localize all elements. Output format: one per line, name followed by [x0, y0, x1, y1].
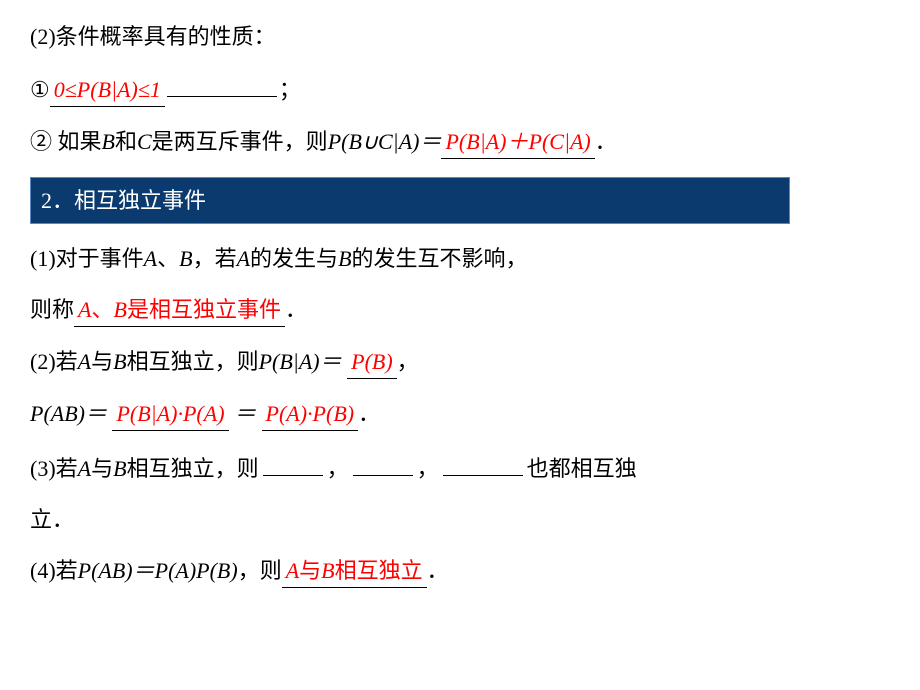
formula-9: P(AB)＝P(A)P(B) [78, 554, 238, 587]
formula-6: P(B|A)＝ [259, 345, 342, 378]
prefix-2: ② 如果 [30, 125, 102, 158]
suffix-9: ． [427, 554, 449, 587]
formula-union: P(B∪C|A)＝ [328, 125, 442, 158]
answer-pab1: P(B|A)·P(A) [112, 397, 228, 431]
prefix-7: P(AB)＝ [30, 397, 107, 430]
line-indep-3a: (3)若 A 与 B 相互独立，则 ， ， 也都相互独 [30, 449, 890, 484]
suffix-6: ， [397, 345, 419, 378]
answer-pb: P(B) [347, 345, 397, 379]
blank-8-1 [263, 449, 323, 475]
prefix-6: (2)若 [30, 345, 78, 378]
mid2-6: 相互独立，则 [127, 345, 259, 378]
prefix-5: 则称 [30, 293, 74, 326]
var-a2-4: A [237, 242, 250, 275]
mid1-6: 与 [91, 345, 113, 378]
section-header-text: 2．相互独立事件 [41, 188, 206, 213]
text-mid-2: 是两互斥事件，则 [152, 125, 328, 158]
text-property-heading: (2)条件概率具有的性质： [30, 20, 276, 53]
mid1-4: ，若 [193, 242, 237, 275]
line-indep-3b: 立． [30, 503, 890, 536]
line-indep-1b: 则称 A、B是相互独立事件 ． [30, 293, 890, 327]
suffix-1: ； [279, 73, 301, 106]
prefix-9: (4)若 [30, 554, 78, 587]
var-a-6: A [78, 345, 91, 378]
line-property-2: ② 如果 B 和 C 是两互斥事件，则 P(B∪C|A)＝ P(B|A)＋P(C… [30, 125, 890, 159]
suffix-2: ． [595, 125, 617, 158]
var-b-6: B [113, 345, 126, 378]
prefix-8: (3)若 [30, 452, 78, 485]
text-8b: 立． [30, 503, 74, 536]
suffix-8: 也都相互独 [527, 452, 637, 485]
answer-union: P(B|A)＋P(C|A) [441, 125, 594, 159]
var-b-4: B [179, 242, 192, 275]
var-a-8: A [78, 452, 91, 485]
mid-9: ，则 [238, 554, 282, 587]
suffix-7: ． [358, 397, 380, 430]
mid-7: ＝ [234, 397, 256, 430]
suffix-4: 的发生互不影响， [352, 242, 528, 275]
answer-pab2: P(A)·P(B) [262, 397, 359, 431]
line-indep-4: (4)若 P(AB)＝P(A)P(B) ，则 A与B相互独立 ． [30, 554, 890, 588]
sep2-8: ， [417, 452, 439, 485]
line-indep-2b: P(AB)＝ P(B|A)·P(A) ＝ P(A)·P(B) ． [30, 397, 890, 431]
var-b2-4: B [338, 242, 351, 275]
text-and: 和 [115, 125, 137, 158]
prefix-1: ① [30, 73, 50, 106]
sep1-8: ， [327, 452, 349, 485]
answer-range: 0≤P(B|A)≤1 [50, 73, 165, 107]
var-b: B [102, 125, 115, 158]
mid1-8: 与 [91, 452, 113, 485]
mid2-8: 相互独立，则 [127, 452, 259, 485]
prefix-4: (1)对于事件 [30, 242, 144, 275]
answer-indep-def: A、B是相互独立事件 [74, 293, 285, 327]
var-a-4: A [144, 242, 157, 275]
line-indep-2a: (2)若 A 与 B 相互独立，则 P(B|A)＝ P(B) ， [30, 345, 890, 379]
line-indep-1a: (1)对于事件 A 、 B ，若 A 的发生与 B 的发生互不影响， [30, 242, 890, 275]
line-property-1: ① 0≤P(B|A)≤1 ； [30, 71, 890, 107]
section-header-independent: 2．相互独立事件 [30, 177, 790, 224]
sep-4: 、 [157, 242, 179, 275]
suffix-5: ． [285, 293, 307, 326]
blank-8-2 [353, 449, 413, 475]
blank-8-3 [443, 449, 523, 475]
answer-indep-iff: A与B相互独立 [282, 554, 427, 588]
var-c: C [137, 125, 152, 158]
line-property-heading: (2)条件概率具有的性质： [30, 20, 890, 53]
var-b-8: B [113, 452, 126, 485]
mid2-4: 的发生与 [250, 242, 338, 275]
blank-extra-1 [167, 71, 277, 97]
